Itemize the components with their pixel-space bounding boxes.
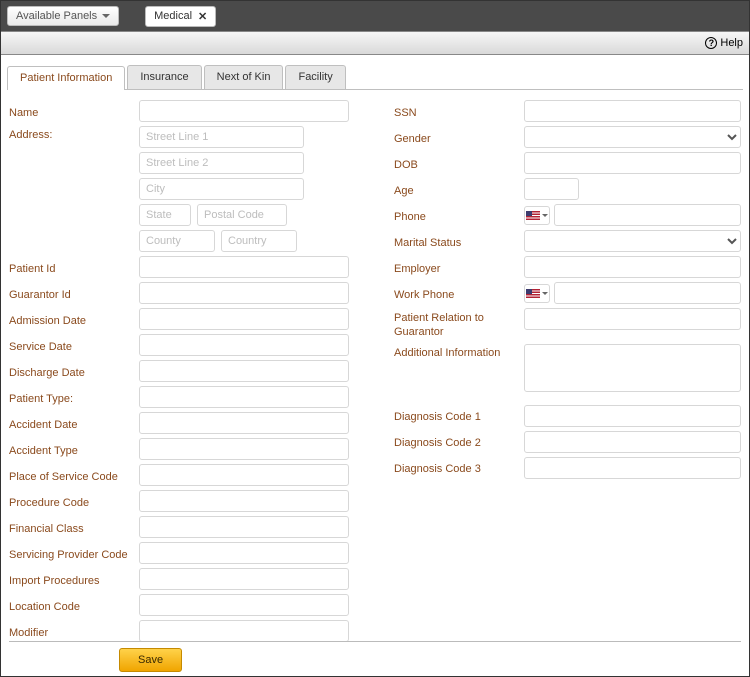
label-import-procedures: Import Procedures — [9, 572, 139, 587]
dx2-field[interactable] — [524, 431, 741, 453]
admission-date-field[interactable] — [139, 308, 349, 330]
tab-insurance[interactable]: Insurance — [127, 65, 201, 89]
label-discharge-date: Discharge Date — [9, 364, 139, 379]
servicing-provider-field[interactable] — [139, 542, 349, 564]
label-age: Age — [394, 182, 524, 197]
marital-status-select[interactable] — [524, 230, 741, 252]
import-procedures-field[interactable] — [139, 568, 349, 590]
financial-class-field[interactable] — [139, 516, 349, 538]
label-location-code: Location Code — [9, 598, 139, 613]
label-modifier: Modifier — [9, 624, 139, 639]
label-work-phone: Work Phone — [394, 286, 524, 301]
label-place-of-service: Place of Service Code — [9, 468, 139, 483]
relation-field[interactable] — [524, 308, 741, 330]
right-column: SSN Gender DOB Age Phone Marital Status … — [369, 100, 741, 646]
additional-info-field[interactable] — [524, 344, 741, 392]
app-window: Available Panels Medical ✕ ? Help Patien… — [0, 0, 750, 677]
patient-id-field[interactable] — [139, 256, 349, 278]
patient-type-field[interactable] — [139, 386, 349, 408]
service-date-field[interactable] — [139, 334, 349, 356]
accident-date-field[interactable] — [139, 412, 349, 434]
label-guarantor-id: Guarantor Id — [9, 286, 139, 301]
city-field[interactable] — [139, 178, 304, 200]
street2-field[interactable] — [139, 152, 304, 174]
label-accident-type: Accident Type — [9, 442, 139, 457]
help-icon: ? — [705, 37, 717, 49]
phone-country-picker[interactable] — [524, 206, 550, 225]
discharge-date-field[interactable] — [139, 360, 349, 382]
employer-field[interactable] — [524, 256, 741, 278]
street1-field[interactable] — [139, 126, 304, 148]
help-button[interactable]: ? Help — [705, 37, 743, 49]
toolbar: ? Help — [1, 31, 749, 55]
age-field[interactable] — [524, 178, 579, 200]
label-dob: DOB — [394, 156, 524, 171]
work-phone-country-picker[interactable] — [524, 284, 550, 303]
modifier-field[interactable] — [139, 620, 349, 642]
label-service-date: Service Date — [9, 338, 139, 353]
accident-type-field[interactable] — [139, 438, 349, 460]
flag-us-icon — [526, 289, 540, 298]
country-field[interactable] — [221, 230, 297, 252]
place-of-service-field[interactable] — [139, 464, 349, 486]
panel-tab-medical[interactable]: Medical ✕ — [145, 6, 216, 27]
tab-facility[interactable]: Facility — [285, 65, 345, 89]
label-address: Address: — [9, 126, 139, 141]
left-column: Name Address: — [9, 100, 369, 646]
label-accident-date: Accident Date — [9, 416, 139, 431]
chevron-down-icon — [542, 214, 548, 217]
state-field[interactable] — [139, 204, 191, 226]
procedure-code-field[interactable] — [139, 490, 349, 512]
available-panels-dropdown[interactable]: Available Panels — [7, 6, 119, 26]
label-servicing-provider: Servicing Provider Code — [9, 546, 139, 561]
subtabs-container: Patient Information Insurance Next of Ki… — [1, 55, 749, 90]
tab-patient-information[interactable]: Patient Information — [7, 66, 125, 90]
label-phone: Phone — [394, 208, 524, 223]
guarantor-id-field[interactable] — [139, 282, 349, 304]
available-panels-label: Available Panels — [16, 10, 97, 22]
label-admission-date: Admission Date — [9, 312, 139, 327]
label-employer: Employer — [394, 260, 524, 275]
name-field[interactable] — [139, 100, 349, 122]
close-icon[interactable]: ✕ — [198, 10, 207, 23]
label-patient-type: Patient Type: — [9, 390, 139, 405]
action-bar: Save — [9, 641, 741, 676]
label-ssn: SSN — [394, 104, 524, 119]
label-name: Name — [9, 104, 139, 119]
gender-select[interactable] — [524, 126, 741, 148]
dx1-field[interactable] — [524, 405, 741, 427]
dx3-field[interactable] — [524, 457, 741, 479]
form-area: Name Address: — [1, 90, 749, 646]
label-patient-id: Patient Id — [9, 260, 139, 275]
topbar: Available Panels Medical ✕ — [1, 1, 749, 31]
label-additional: Additional Information — [394, 344, 524, 359]
tab-next-of-kin[interactable]: Next of Kin — [204, 65, 284, 89]
save-button[interactable]: Save — [119, 648, 182, 672]
help-label: Help — [720, 37, 743, 49]
label-financial-class: Financial Class — [9, 520, 139, 535]
label-dx2: Diagnosis Code 2 — [394, 434, 524, 449]
panel-tab-label: Medical — [154, 10, 192, 22]
label-relation: Patient Relation to Guarantor — [394, 308, 524, 340]
postal-field[interactable] — [197, 204, 287, 226]
location-code-field[interactable] — [139, 594, 349, 616]
work-phone-field[interactable] — [554, 282, 741, 304]
phone-field[interactable] — [554, 204, 741, 226]
label-dx1: Diagnosis Code 1 — [394, 408, 524, 423]
label-gender: Gender — [394, 130, 524, 145]
label-procedure-code: Procedure Code — [9, 494, 139, 509]
label-marital-status: Marital Status — [394, 234, 524, 249]
ssn-field[interactable] — [524, 100, 741, 122]
address-group — [139, 126, 304, 252]
chevron-down-icon — [102, 14, 110, 18]
subtabs: Patient Information Insurance Next of Ki… — [7, 65, 743, 90]
county-field[interactable] — [139, 230, 215, 252]
chevron-down-icon — [542, 292, 548, 295]
flag-us-icon — [526, 211, 540, 220]
label-dx3: Diagnosis Code 3 — [394, 460, 524, 475]
dob-field[interactable] — [524, 152, 741, 174]
